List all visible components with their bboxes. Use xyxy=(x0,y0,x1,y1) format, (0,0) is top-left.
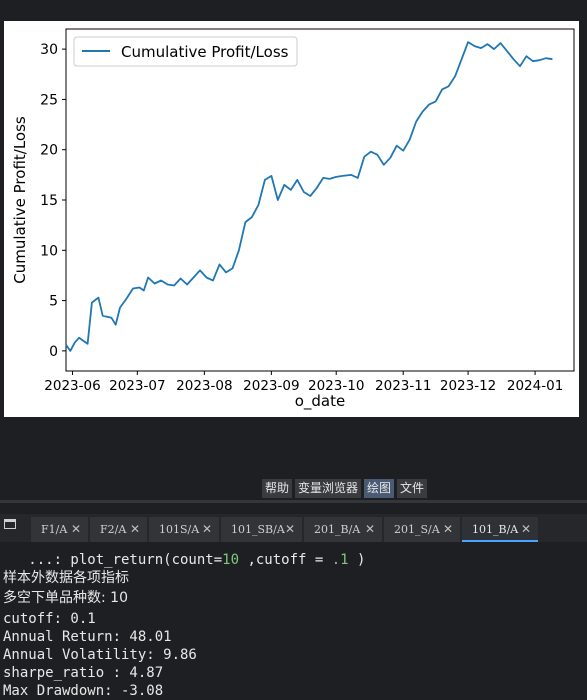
console-tab-label: 201_B/A xyxy=(314,523,361,536)
console-tab-label: 201_S/A xyxy=(394,523,440,536)
x-tick-label: 2023-07 xyxy=(109,378,165,394)
y-tick-label: 20 xyxy=(40,143,58,159)
command-prefix: ...: plot_return(count= xyxy=(3,552,223,568)
console-tab[interactable]: 101S/A ✕ xyxy=(149,517,219,542)
command-suffix: ) xyxy=(348,552,366,568)
x-tick-label: 2023-12 xyxy=(440,378,496,394)
output-count: 多空下单品种数: 10 xyxy=(3,590,128,606)
pane-tab-bar: 帮助 变量浏览器 绘图 文件 xyxy=(262,479,428,498)
y-axis-label: Cumulative Profit/Loss xyxy=(11,116,29,284)
plot-frame xyxy=(65,28,575,372)
legend-label: Cumulative Profit/Loss xyxy=(121,43,289,61)
console-tab[interactable]: 101_SB/A ✕ xyxy=(221,517,302,542)
close-icon[interactable]: ✕ xyxy=(520,522,531,536)
y-tick-label: 0 xyxy=(49,344,58,360)
y-tick-label: 5 xyxy=(49,294,58,310)
command-line: ...: plot_return(count=10 ,cutoff = .1 ) xyxy=(3,551,365,569)
output-sharpe: sharpe_ratio : 4.87 xyxy=(3,665,164,681)
y-tick-label: 15 xyxy=(40,193,58,209)
x-tick-label: 2023-10 xyxy=(308,378,364,394)
close-icon[interactable]: ✕ xyxy=(201,522,212,536)
console-tab[interactable]: 201_S/A ✕ xyxy=(384,517,460,542)
x-tick-label: 2023-06 xyxy=(44,378,100,394)
window-icon[interactable] xyxy=(4,519,16,529)
y-tick-label: 30 xyxy=(40,42,58,58)
console-tab-bar: F1/A ✕ F2/A ✕ 101S/A ✕ 101_SB/A ✕ 201_B/A ✕ 2… xyxy=(0,514,587,542)
close-icon[interactable]: ✕ xyxy=(364,522,375,536)
console-tab-label: 101_SB/A xyxy=(231,523,285,536)
command-mid: ,cutoff = xyxy=(239,552,332,568)
console-tab[interactable]: F1/A ✕ xyxy=(31,517,88,542)
cutoff-arg: .1 xyxy=(331,552,349,568)
close-icon[interactable]: ✕ xyxy=(284,522,295,536)
x-axis-label: o_date xyxy=(295,392,346,411)
x-tick-label: 2023-11 xyxy=(375,378,431,394)
close-icon[interactable]: ✕ xyxy=(70,522,81,536)
console-tab[interactable]: 201_B/A ✕ xyxy=(304,517,382,542)
console-tab-label: F2/A xyxy=(100,523,127,536)
count-arg: 10 xyxy=(222,552,240,568)
console-tab-label: F1/A xyxy=(41,523,68,536)
legend-box xyxy=(73,36,298,67)
x-tick-label: 2024-01 xyxy=(507,378,563,394)
console-tab-label: 101S/A xyxy=(159,523,200,536)
x-tick-label: 2023-08 xyxy=(176,378,232,394)
x-tick-label: 2023-09 xyxy=(243,378,299,394)
y-tick-label: 25 xyxy=(40,92,58,108)
output-annual-volatility: Annual Volatility: 9.86 xyxy=(3,647,197,663)
close-icon[interactable]: ✕ xyxy=(129,522,140,536)
ipython-console[interactable]: ...: plot_return(count=10 ,cutoff = .1 )… xyxy=(0,542,587,699)
plot-panel: 0 5 10 15 20 25 30 2023-06 2023-07 2023-08 2023-09… xyxy=(4,21,579,417)
output-annual-return: Annual Return: 48.01 xyxy=(3,629,172,645)
console-tab[interactable]: F2/A ✕ xyxy=(90,517,147,542)
cumulative-pl-chart: 0 5 10 15 20 25 30 2023-06 2023-07 2023-08 2023-09… xyxy=(11,28,575,411)
close-icon[interactable]: ✕ xyxy=(442,522,453,536)
y-tick-label: 10 xyxy=(40,243,58,259)
output-max-drawdown: Max Drawdown: -3.08 xyxy=(3,683,164,699)
pane-tab-variable-explorer[interactable]: 变量浏览器 xyxy=(295,479,362,498)
pane-tab-help[interactable]: 帮助 xyxy=(262,479,293,498)
pane-divider[interactable] xyxy=(0,500,587,503)
pane-tab-files[interactable]: 文件 xyxy=(397,479,428,498)
pane-tab-plots[interactable]: 绘图 xyxy=(364,479,395,498)
console-tab-active[interactable]: 101_B/A ✕ xyxy=(462,517,538,542)
console-tab-label: 101_B/A xyxy=(472,523,519,536)
series-line xyxy=(65,41,553,352)
output-heading: 样本外数据各项指标 xyxy=(3,570,129,586)
output-cutoff: cutoff: 0.1 xyxy=(3,611,96,627)
